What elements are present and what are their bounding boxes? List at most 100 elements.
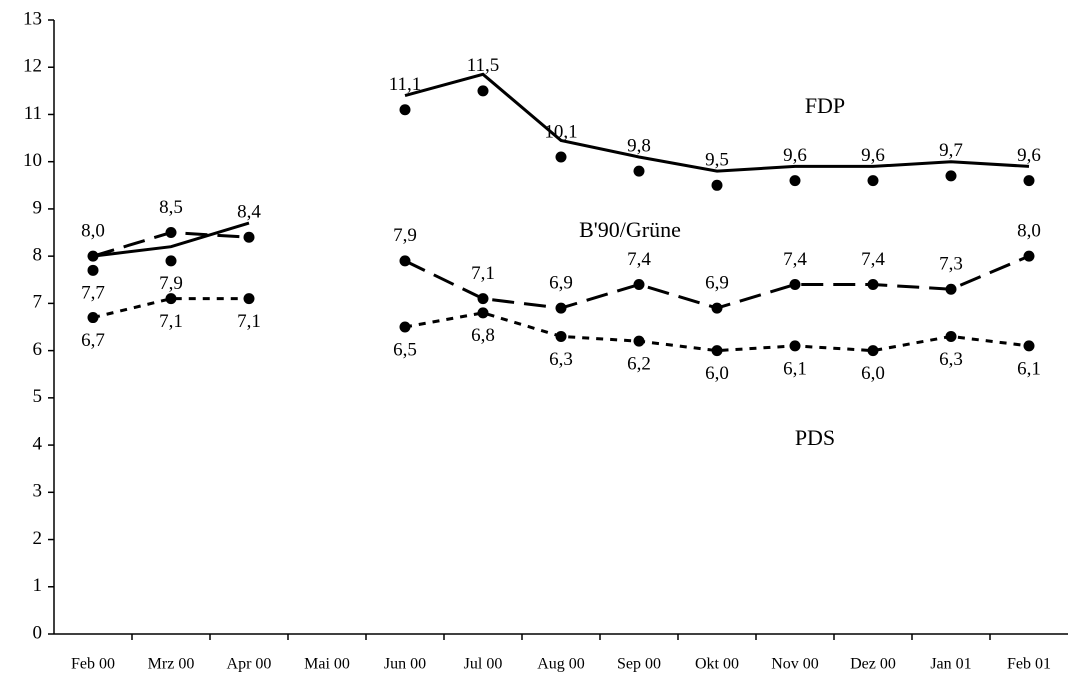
series-label: PDS: [795, 425, 835, 450]
y-tick-label: 9: [33, 197, 43, 218]
data-point: [87, 250, 99, 262]
value-label: 6,0: [861, 363, 885, 384]
value-label: 6,1: [1017, 358, 1041, 379]
x-tick-label: Jan 01: [930, 656, 971, 673]
data-point: [633, 278, 645, 290]
value-label: 7,9: [159, 273, 183, 294]
series-label: B'90/Grüne: [579, 217, 681, 242]
data-point: [165, 293, 177, 305]
y-tick-label: 8: [33, 245, 43, 266]
data-point: [1023, 175, 1035, 187]
series-line: [404, 311, 1030, 353]
data-point: [633, 165, 645, 177]
value-label: 7,4: [627, 249, 651, 270]
x-tick-label: Dez 00: [850, 656, 896, 673]
data-point: [711, 179, 723, 191]
data-point: [87, 312, 99, 324]
value-label: 7,1: [471, 263, 495, 284]
data-point: [555, 151, 567, 163]
value-label: 6,9: [705, 272, 729, 293]
trend-line: [404, 72, 1030, 173]
x-tick-label: Sep 00: [617, 656, 661, 673]
data-point: [789, 175, 801, 187]
value-label: 6,3: [939, 349, 963, 370]
data-point: [87, 264, 99, 276]
data-point: [399, 255, 411, 267]
data-point: [477, 293, 489, 305]
value-label: 9,6: [1017, 145, 1041, 166]
data-point: [867, 278, 879, 290]
y-tick-label: 1: [33, 575, 43, 596]
x-tick-label: Feb 00: [71, 656, 115, 673]
value-label: 8,0: [81, 221, 105, 242]
data-point: [555, 330, 567, 342]
data-point: [789, 340, 801, 352]
x-tick-label: Aug 00: [537, 656, 585, 673]
value-label: 6,0: [705, 363, 729, 384]
data-point: [789, 278, 801, 290]
value-label: 6,3: [549, 349, 573, 370]
value-label: 9,7: [939, 140, 963, 161]
value-label: 9,6: [783, 145, 807, 166]
data-point: [1023, 250, 1035, 262]
value-label: 11,1: [389, 74, 422, 95]
data-point: [165, 227, 177, 239]
value-label: 9,8: [627, 135, 651, 156]
data-point: [477, 307, 489, 319]
value-label: 11,5: [467, 55, 500, 76]
value-label: 6,2: [627, 354, 651, 375]
value-label: 6,5: [393, 339, 417, 360]
x-tick-label: Jun 00: [384, 656, 426, 673]
y-tick-label: 5: [33, 386, 43, 407]
data-point: [711, 345, 723, 357]
data-point: [399, 321, 411, 333]
value-label: 6,9: [549, 272, 573, 293]
value-label: 7,4: [783, 249, 807, 270]
x-tick-label: Apr 00: [227, 656, 272, 673]
y-tick-label: 0: [33, 622, 43, 643]
y-tick-label: 3: [33, 481, 43, 502]
value-label: 7,1: [159, 311, 183, 332]
y-tick-label: 11: [24, 103, 42, 124]
value-label: 8,5: [159, 197, 183, 218]
value-label: 6,8: [471, 325, 495, 346]
value-label: 7,4: [861, 249, 885, 270]
value-label: 7,1: [237, 311, 261, 332]
data-point: [867, 175, 879, 187]
data-point: [243, 231, 255, 243]
data-point: [945, 330, 957, 342]
data-point: [945, 283, 957, 295]
value-label: 7,3: [939, 254, 963, 275]
data-point: [633, 335, 645, 347]
y-tick-label: 4: [33, 433, 43, 454]
y-tick-label: 6: [33, 339, 43, 360]
value-label: 7,7: [81, 283, 105, 304]
data-point: [165, 255, 177, 267]
data-point: [243, 293, 255, 305]
y-tick-label: 13: [23, 8, 42, 29]
x-tick-label: Mai 00: [304, 656, 350, 673]
value-label: 8,4: [237, 202, 261, 223]
x-tick-label: Feb 01: [1007, 656, 1051, 673]
data-point: [555, 302, 567, 314]
value-label: 8,0: [1017, 221, 1041, 242]
value-label: 10,1: [544, 121, 577, 142]
value-label: 6,7: [81, 330, 105, 351]
data-point: [867, 345, 879, 357]
series-label: FDP: [805, 93, 845, 118]
y-tick-label: 12: [23, 56, 42, 77]
x-tick-label: Nov 00: [771, 656, 819, 673]
data-point: [1023, 340, 1035, 352]
y-tick-label: 7: [33, 292, 43, 313]
y-tick-label: 10: [23, 150, 42, 171]
value-label: 9,5: [705, 150, 729, 171]
series-line: [92, 297, 249, 320]
x-tick-label: Okt 00: [695, 656, 739, 673]
data-point: [477, 85, 489, 97]
y-tick-label: 2: [33, 528, 43, 549]
data-point: [945, 170, 957, 182]
x-tick-label: Jul 00: [464, 656, 503, 673]
data-point: [399, 104, 411, 116]
x-tick-label: Mrz 00: [148, 656, 195, 673]
